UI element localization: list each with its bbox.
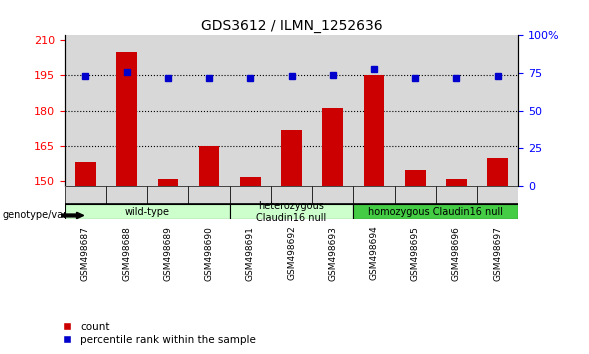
Bar bbox=[477, 35, 518, 186]
Bar bbox=[312, 35, 353, 186]
Bar bbox=[65, 186, 106, 204]
Bar bbox=[188, 35, 230, 186]
Bar bbox=[271, 186, 312, 204]
Bar bbox=[363, 75, 384, 186]
Bar bbox=[230, 186, 271, 204]
Text: wild-type: wild-type bbox=[125, 207, 170, 217]
Bar bbox=[282, 130, 302, 186]
Bar bbox=[65, 204, 230, 219]
Bar bbox=[353, 35, 395, 186]
Bar bbox=[147, 35, 188, 186]
Bar bbox=[436, 35, 477, 186]
Bar bbox=[199, 146, 220, 186]
Bar bbox=[395, 186, 436, 204]
Text: heterozygous
Claudin16 null: heterozygous Claudin16 null bbox=[256, 201, 327, 223]
Bar bbox=[230, 204, 353, 219]
Text: homozygous Claudin16 null: homozygous Claudin16 null bbox=[368, 207, 504, 217]
Bar bbox=[353, 204, 518, 219]
Bar bbox=[106, 186, 147, 204]
Title: GDS3612 / ILMN_1252636: GDS3612 / ILMN_1252636 bbox=[201, 19, 382, 33]
Bar bbox=[117, 52, 137, 186]
Bar bbox=[65, 35, 106, 186]
Bar bbox=[147, 186, 188, 204]
Bar bbox=[477, 186, 518, 204]
Bar bbox=[395, 35, 436, 186]
Bar bbox=[271, 35, 312, 186]
Bar bbox=[446, 179, 466, 186]
Bar bbox=[405, 170, 425, 186]
Legend: count, percentile rank within the sample: count, percentile rank within the sample bbox=[52, 317, 260, 349]
Bar bbox=[188, 186, 230, 204]
Bar bbox=[436, 186, 477, 204]
Text: genotype/variation: genotype/variation bbox=[3, 211, 95, 221]
Bar bbox=[488, 158, 508, 186]
Bar bbox=[240, 177, 260, 186]
Bar bbox=[230, 35, 271, 186]
Bar bbox=[158, 179, 178, 186]
Bar bbox=[312, 186, 353, 204]
Bar bbox=[353, 186, 395, 204]
Bar bbox=[323, 108, 343, 186]
Bar bbox=[106, 35, 147, 186]
Bar bbox=[75, 162, 95, 186]
